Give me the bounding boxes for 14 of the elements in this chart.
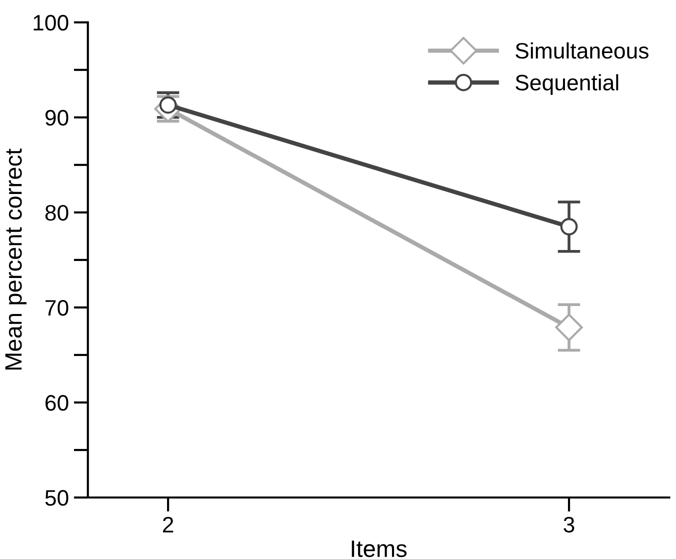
y-tick-label: 70	[46, 300, 68, 316]
legend-label: Sequential	[516, 74, 618, 95]
x-axis-title: Items	[352, 540, 407, 558]
x-tick-label: 2	[163, 516, 174, 532]
y-tick-label: 100	[34, 14, 68, 31]
legend-label: Simultaneous	[516, 42, 648, 59]
y-axis-title: Mean percent correct	[5, 148, 26, 370]
point	[560, 218, 578, 236]
y-tick-label: 50	[45, 490, 68, 506]
y-tick-label: 90	[45, 110, 68, 126]
y-tick-label: 80	[45, 204, 68, 221]
x-tick-label: 3	[564, 516, 574, 533]
y-tick-label: 60	[46, 395, 68, 411]
point	[555, 314, 583, 342]
